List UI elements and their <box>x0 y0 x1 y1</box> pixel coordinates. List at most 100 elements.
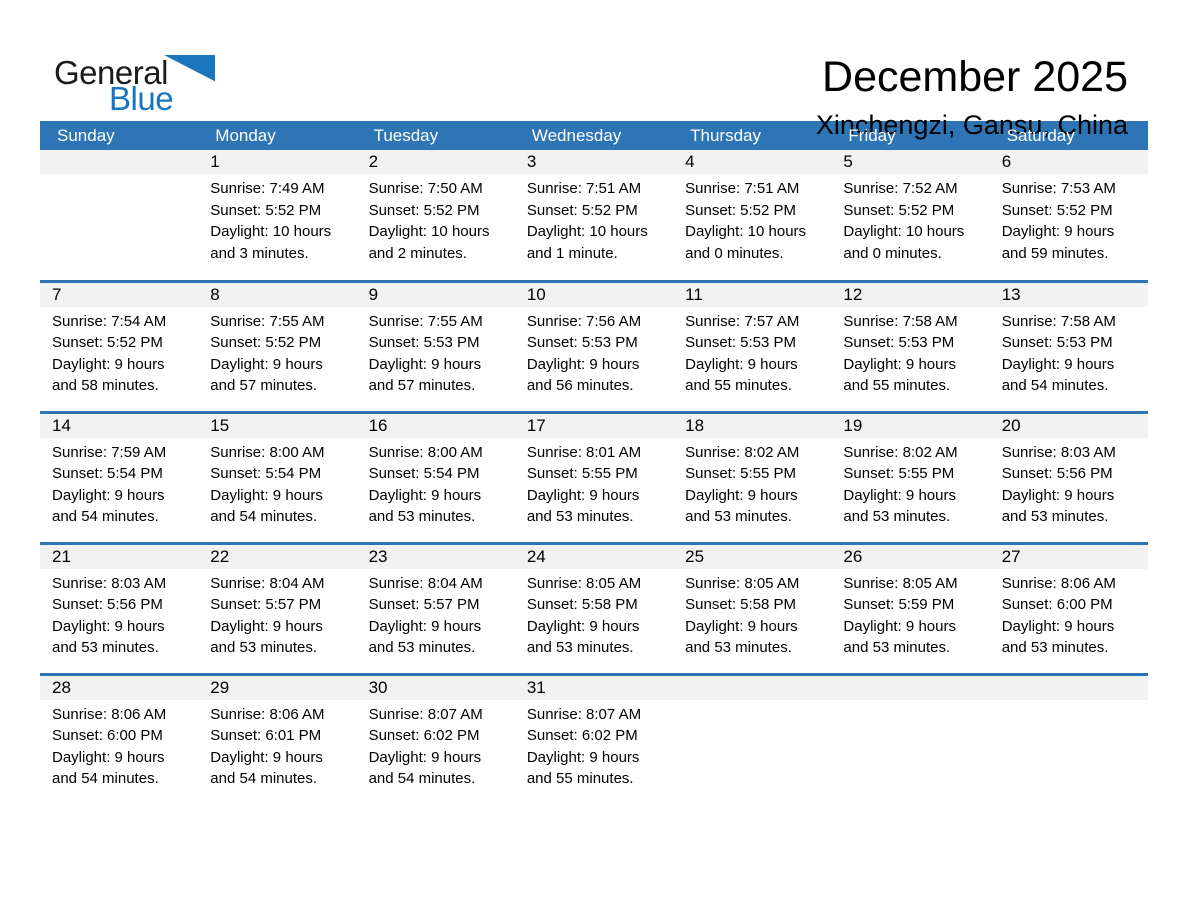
logo-word-blue: Blue <box>109 80 174 117</box>
sunrise-text: Sunrise: 8:02 AM <box>685 443 800 461</box>
day-cell-body: Sunrise: 7:55 AM Sunset: 5:53 PM Daylight:… <box>357 307 515 397</box>
day-cell-16: 16 Sunrise: 8:00 AM Sunset: 5:54 PM Dayligh… <box>356 412 515 543</box>
sunset-text: Sunset: 5:52 PM <box>1001 201 1113 219</box>
day-number: 4 <box>673 150 832 174</box>
day-cell-29: 29 Sunrise: 8:06 AM Sunset: 6:01 PM Dayligh… <box>198 674 357 805</box>
day-number: 23 <box>356 544 515 569</box>
sunrise-text: Sunrise: 8:06 AM <box>210 705 325 723</box>
daylight-text: Daylight: 9 hours and 53 minutes. <box>843 617 956 657</box>
sunrise-text: Sunrise: 7:55 AM <box>210 312 325 330</box>
day-cell-27: 27 Sunrise: 8:06 AM Sunset: 6:00 PM Dayligh… <box>989 543 1148 674</box>
sunset-text: Sunset: 6:02 PM <box>526 727 638 744</box>
day-number: 11 <box>673 282 832 307</box>
day-number: 16 <box>356 413 515 438</box>
daylight-text: Daylight: 9 hours and 53 minutes. <box>1001 617 1115 657</box>
sunset-text: Sunset: 5:54 PM <box>210 465 322 482</box>
sunset-text: Sunset: 5:52 PM <box>843 201 955 219</box>
sunset-text: Sunset: 5:57 PM <box>210 596 322 613</box>
daylight-text: Daylight: 10 hours and 3 minutes. <box>210 223 332 262</box>
daylight-text: Daylight: 9 hours and 58 minutes. <box>52 355 165 395</box>
weekday-header-saturday: Saturday <box>989 121 1148 150</box>
logo-word-general: General <box>54 54 168 91</box>
day-cell-23: 23 Sunrise: 8:04 AM Sunset: 5:57 PM Dayligh… <box>356 543 515 674</box>
day-cell-body: Sunrise: 8:06 AM Sunset: 6:00 PM Daylight:… <box>40 700 198 790</box>
week-row-5: 28 Sunrise: 8:06 AM Sunset: 6:00 PM Dayligh… <box>40 674 1148 805</box>
day-cell-1: 1 Sunrise: 7:49 AM Sunset: 5:52 PM Daylight… <box>198 150 357 281</box>
sunrise-text: Sunrise: 7:51 AM <box>685 180 800 197</box>
daylight-text: Daylight: 9 hours and 54 minutes. <box>52 748 165 788</box>
day-number: 13 <box>989 282 1148 307</box>
day-number-empty <box>831 675 990 700</box>
day-cell-empty <box>989 674 1148 805</box>
daylight-text: Daylight: 9 hours and 53 minutes. <box>526 617 640 657</box>
day-cell-13: 13 Sunrise: 7:58 AM Sunset: 5:53 PM Dayligh… <box>989 281 1148 412</box>
top-section: General Blue December 2025 Xinchengzi, G… <box>40 0 1148 140</box>
day-cell-7: 7 Sunrise: 7:54 AM Sunset: 5:52 PM Daylight… <box>40 281 199 412</box>
day-cell-empty <box>831 674 990 805</box>
day-cell-21: 21 Sunrise: 8:03 AM Sunset: 5:56 PM Dayligh… <box>40 543 199 674</box>
day-cell-body: Sunrise: 8:02 AM Sunset: 5:55 PM Daylight:… <box>831 438 989 528</box>
day-number-empty <box>989 675 1148 700</box>
day-number: 12 <box>831 282 990 307</box>
sunset-text: Sunset: 5:54 PM <box>368 465 480 482</box>
day-cell-9: 9 Sunrise: 7:55 AM Sunset: 5:53 PM Daylight… <box>356 281 515 412</box>
day-cell-body: Sunrise: 7:50 AM Sunset: 5:52 PM Daylight:… <box>357 174 515 264</box>
daylight-text: Daylight: 9 hours and 54 minutes. <box>1001 355 1115 395</box>
sunset-text: Sunset: 5:55 PM <box>685 465 797 482</box>
day-number: 30 <box>356 675 515 700</box>
sunrise-text: Sunrise: 7:54 AM <box>52 312 167 330</box>
sunrise-text: Sunrise: 7:57 AM <box>685 312 800 330</box>
week-row-3: 14 Sunrise: 7:59 AM Sunset: 5:54 PM Dayligh… <box>40 412 1148 543</box>
sunrise-text: Sunrise: 8:03 AM <box>52 574 167 592</box>
day-number: 17 <box>514 413 674 438</box>
day-number: 26 <box>831 544 990 569</box>
sunrise-text: Sunrise: 7:51 AM <box>526 180 642 197</box>
sunrise-text: Sunrise: 7:49 AM <box>210 180 325 197</box>
sunset-text: Sunset: 5:52 PM <box>368 201 480 219</box>
sunrise-text: Sunrise: 8:04 AM <box>210 574 325 592</box>
day-number: 19 <box>831 413 990 438</box>
daylight-text: Daylight: 9 hours and 54 minutes. <box>52 486 165 526</box>
weekday-header-tuesday: Tuesday <box>356 121 515 150</box>
day-number: 8 <box>198 282 357 307</box>
weekday-header-sunday: Sunday <box>40 121 199 150</box>
daylight-text: Daylight: 9 hours and 55 minutes. <box>526 748 640 788</box>
sunset-text: Sunset: 5:54 PM <box>52 465 163 482</box>
daylight-text: Daylight: 9 hours and 57 minutes. <box>210 355 323 395</box>
sunrise-text: Sunrise: 8:06 AM <box>52 705 167 723</box>
day-number: 6 <box>989 150 1148 174</box>
sunset-text: Sunset: 5:53 PM <box>1001 334 1113 351</box>
day-cell-body <box>831 700 989 704</box>
day-cell-body: Sunrise: 7:53 AM Sunset: 5:52 PM Daylight:… <box>990 174 1148 264</box>
day-cell-body: Sunrise: 8:05 AM Sunset: 5:58 PM Daylight:… <box>515 569 673 659</box>
sunset-text: Sunset: 5:55 PM <box>843 465 955 482</box>
day-cell-body: Sunrise: 8:04 AM Sunset: 5:57 PM Daylight:… <box>357 569 515 659</box>
day-cell-31: 31 Sunrise: 8:07 AM Sunset: 6:02 PM Dayligh… <box>514 674 674 805</box>
day-cell-19: 19 Sunrise: 8:02 AM Sunset: 5:55 PM Dayligh… <box>831 412 990 543</box>
day-number: 14 <box>40 413 199 438</box>
day-number: 10 <box>514 282 674 307</box>
sunset-text: Sunset: 5:57 PM <box>368 596 480 613</box>
sunrise-text: Sunrise: 7:55 AM <box>368 312 483 330</box>
day-number: 1 <box>198 150 357 174</box>
general-blue-logo: General Blue <box>54 54 294 134</box>
sunrise-text: Sunrise: 8:07 AM <box>368 705 483 723</box>
day-cell-5: 5 Sunrise: 7:52 AM Sunset: 5:52 PM Daylight… <box>831 150 990 281</box>
calendar-weeks: 1 Sunrise: 7:49 AM Sunset: 5:52 PM Daylight… <box>40 150 1148 805</box>
daylight-text: Daylight: 9 hours and 53 minutes. <box>210 617 323 657</box>
daylight-text: Daylight: 9 hours and 53 minutes. <box>368 617 482 657</box>
sunset-text: Sunset: 5:55 PM <box>526 465 638 482</box>
weekday-header-wednesday: Wednesday <box>514 121 674 150</box>
day-cell-26: 26 Sunrise: 8:05 AM Sunset: 5:59 PM Dayligh… <box>831 543 990 674</box>
weekday-header-row: Sunday Monday Tuesday Wednesday Thursday Frid… <box>40 121 1148 150</box>
day-cell-body: Sunrise: 8:06 AM Sunset: 6:00 PM Daylight:… <box>990 569 1148 659</box>
sunrise-text: Sunrise: 7:53 AM <box>1001 180 1116 197</box>
daylight-text: Daylight: 9 hours and 59 minutes. <box>1001 223 1115 262</box>
day-number-empty <box>40 150 199 174</box>
page-title: December 2025 <box>822 53 1128 101</box>
sunset-text: Sunset: 5:52 PM <box>526 201 638 219</box>
day-cell-body: Sunrise: 8:01 AM Sunset: 5:55 PM Daylight:… <box>515 438 673 528</box>
day-number: 21 <box>40 544 199 569</box>
day-cell-12: 12 Sunrise: 7:58 AM Sunset: 5:53 PM Dayligh… <box>831 281 990 412</box>
day-cell-body: Sunrise: 8:05 AM Sunset: 5:58 PM Daylight:… <box>673 569 831 659</box>
